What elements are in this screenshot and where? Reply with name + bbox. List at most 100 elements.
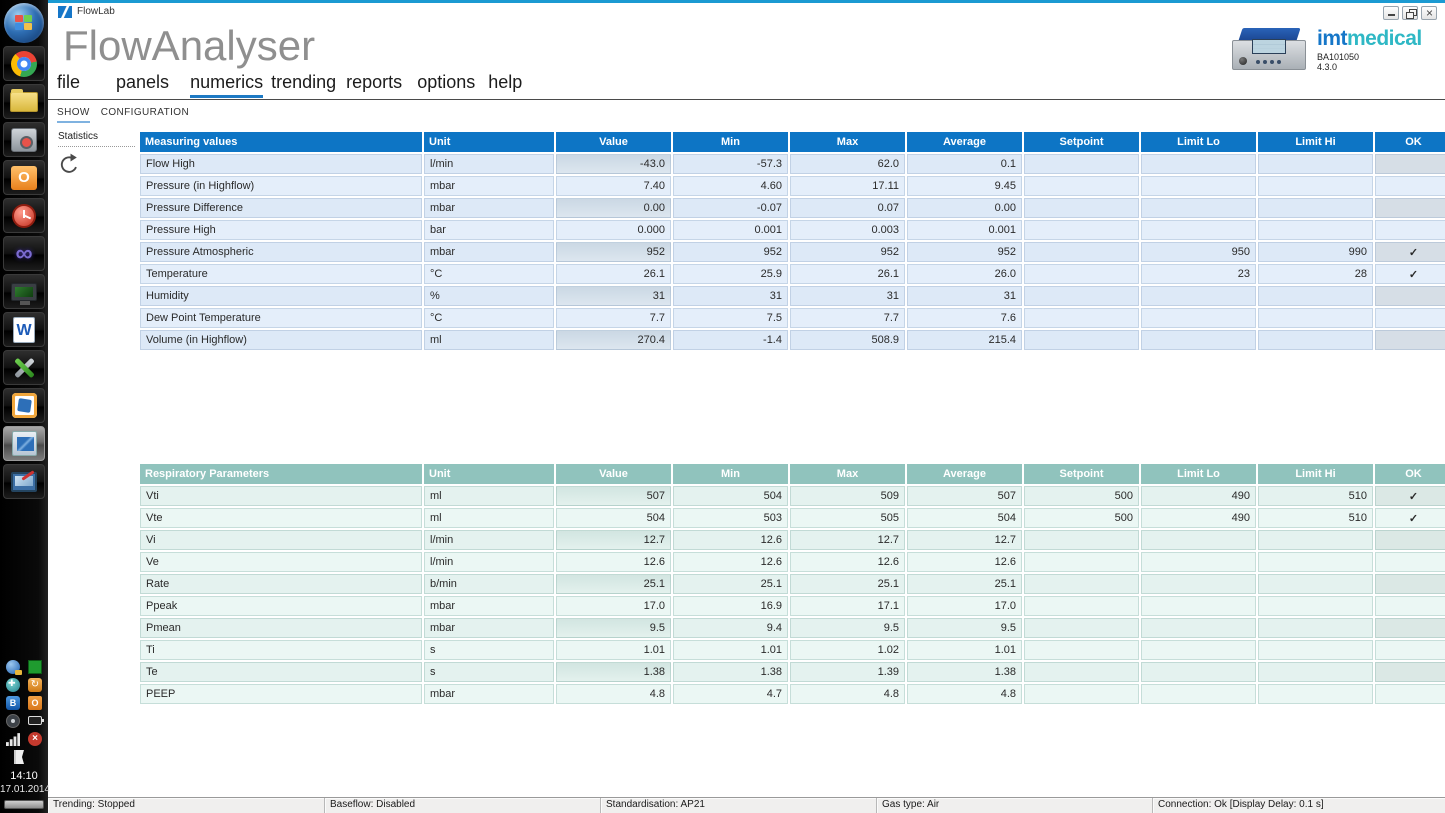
table-cell: [1258, 552, 1373, 572]
office-icon[interactable]: O: [28, 696, 42, 710]
menu-options[interactable]: options: [417, 72, 475, 98]
show-desktop-button[interactable]: [4, 800, 44, 809]
column-header: Value: [556, 132, 671, 152]
ok-check: [1375, 330, 1445, 350]
table-cell: 505: [790, 508, 905, 528]
table-row: Vel/min12.612.612.612.6: [140, 552, 1445, 572]
table-cell: 0.1: [907, 154, 1022, 174]
ok-check: [1375, 552, 1445, 572]
alarm-clock-icon[interactable]: [3, 198, 45, 233]
column-header: Limit Lo: [1141, 464, 1256, 484]
column-header: Max: [790, 132, 905, 152]
table-row: Pressure Differencembar0.00-0.070.070.00: [140, 198, 1445, 218]
table-cell: 7.6: [907, 308, 1022, 328]
flowlab-taskbar-icon[interactable]: [3, 426, 45, 461]
table-cell: 12.7: [790, 530, 905, 550]
refresh-button[interactable]: [57, 152, 82, 177]
table-cell: Pressure High: [140, 220, 422, 240]
table-cell: 503: [673, 508, 788, 528]
table-cell: [1024, 154, 1139, 174]
paint-icon[interactable]: [3, 464, 45, 499]
menu-numerics[interactable]: numerics: [190, 72, 263, 98]
table-cell: [1258, 596, 1373, 616]
visual-studio-icon[interactable]: ∞: [3, 236, 45, 271]
app-version: 4.3.0: [1317, 62, 1422, 72]
column-header: OK: [1375, 132, 1445, 152]
tab-show[interactable]: SHOW: [57, 107, 90, 123]
menu-reports[interactable]: reports: [346, 72, 402, 98]
titlebar[interactable]: FlowLab: [48, 3, 1445, 23]
file-explorer-icon[interactable]: [3, 84, 45, 119]
table-row: Tis1.011.011.021.01: [140, 640, 1445, 660]
close-button[interactable]: [1421, 6, 1437, 20]
table-cell: -0.07: [673, 198, 788, 218]
table-cell: [1141, 330, 1256, 350]
table-cell: 0.07: [790, 198, 905, 218]
menu-trending[interactable]: trending: [271, 72, 336, 98]
table-cell: [1141, 552, 1256, 572]
table-cell: [1024, 552, 1139, 572]
safe-icon[interactable]: [3, 122, 45, 157]
table-cell: Vti: [140, 486, 422, 506]
ok-check: [1375, 662, 1445, 682]
word-icon[interactable]: W: [3, 312, 45, 347]
tray-clock[interactable]: 14:10: [0, 770, 48, 782]
brand-block: imtmedical BA101050 4.3.0: [1317, 27, 1422, 72]
column-header: Average: [907, 132, 1022, 152]
table-cell: 31: [556, 286, 671, 306]
table-cell: ml: [424, 508, 554, 528]
tools-icon[interactable]: [3, 350, 45, 385]
vmware-icon[interactable]: [3, 388, 45, 423]
tab-configuration[interactable]: CONFIGURATION: [101, 107, 189, 123]
signal-strength-icon[interactable]: [6, 732, 20, 746]
respiratory-parameters-table: Respiratory ParametersUnitValueMinMaxAve…: [138, 462, 1445, 706]
minimize-button[interactable]: [1383, 6, 1399, 20]
column-header: Unit: [424, 132, 554, 152]
table-row: Vil/min12.712.612.712.7: [140, 530, 1445, 550]
table-cell: Dew Point Temperature: [140, 308, 422, 328]
table-cell: [1258, 330, 1373, 350]
table-cell: [1024, 330, 1139, 350]
outlook-icon[interactable]: O: [3, 160, 45, 195]
table-cell: 26.0: [907, 264, 1022, 284]
table-cell: 31: [790, 286, 905, 306]
table-cell: 0.00: [556, 198, 671, 218]
chrome-icon[interactable]: [3, 46, 45, 81]
table-cell: 952: [907, 242, 1022, 262]
table-cell: s: [424, 662, 554, 682]
bluetooth-icon[interactable]: B: [6, 696, 20, 710]
table-cell: 12.6: [907, 552, 1022, 572]
table-cell: [1141, 198, 1256, 218]
vm-status-icon[interactable]: [28, 660, 42, 674]
remote-desktop-icon[interactable]: [3, 274, 45, 309]
table-cell: mbar: [424, 176, 554, 196]
table-cell: [1141, 176, 1256, 196]
table-cell: 1.01: [556, 640, 671, 660]
network-globe-icon[interactable]: [6, 660, 20, 674]
table-cell: 510: [1258, 486, 1373, 506]
table-cell: 31: [907, 286, 1022, 306]
column-header: Unit: [424, 464, 554, 484]
table-cell: l/min: [424, 154, 554, 174]
table-cell: 1.38: [556, 662, 671, 682]
table-cell: [1024, 308, 1139, 328]
network-icon[interactable]: [6, 678, 20, 692]
table-cell: [1258, 154, 1373, 174]
audio-muted-icon[interactable]: ×: [28, 732, 42, 746]
restore-button[interactable]: [1402, 6, 1418, 20]
action-center-flag-icon[interactable]: [14, 750, 24, 764]
windows-start-icon[interactable]: [4, 3, 44, 43]
battery-icon[interactable]: [28, 716, 42, 725]
tray-date[interactable]: 17.01.2014: [0, 784, 48, 795]
volume-icon[interactable]: [6, 714, 20, 728]
sync-icon[interactable]: ↻: [28, 678, 42, 692]
menu-help[interactable]: help: [488, 72, 522, 98]
device-model: BA101050: [1317, 52, 1422, 62]
menu-file[interactable]: file: [57, 72, 80, 98]
table-cell: 952: [556, 242, 671, 262]
table-cell: -57.3: [673, 154, 788, 174]
device-image: [1232, 28, 1310, 72]
table-cell: [1258, 662, 1373, 682]
menu-panels[interactable]: panels: [116, 72, 169, 98]
table-cell: s: [424, 640, 554, 660]
